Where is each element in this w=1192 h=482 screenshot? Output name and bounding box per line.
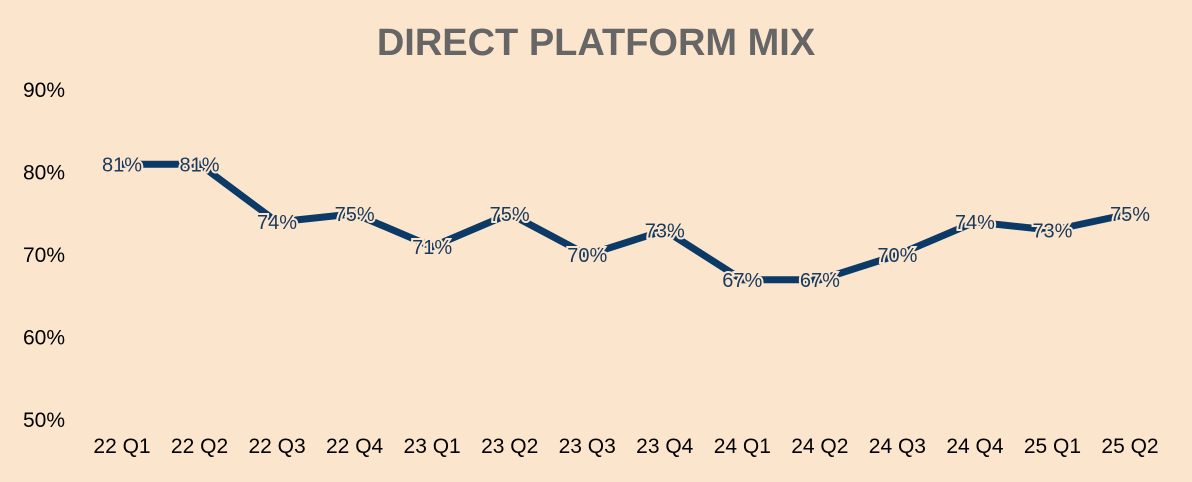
x-tick-label: 22 Q2 <box>171 435 228 458</box>
data-point <box>971 218 979 226</box>
data-label: 73% <box>645 220 685 242</box>
chart-title: DIRECT PLATFORM MIX <box>377 22 816 64</box>
data-label: 74% <box>257 212 297 234</box>
x-tick-label: 22 Q1 <box>93 435 150 458</box>
y-tick-label: 50% <box>23 409 65 432</box>
data-point <box>118 160 126 168</box>
y-tick-label: 90% <box>23 79 65 102</box>
y-tick-label: 60% <box>23 327 65 350</box>
data-point <box>428 243 436 251</box>
data-point <box>583 251 591 259</box>
series-line <box>122 160 1131 284</box>
x-tick-label: 22 Q3 <box>248 435 305 458</box>
y-tick-label: 80% <box>23 162 65 185</box>
data-point <box>1048 226 1056 234</box>
x-tick-label: 23 Q1 <box>404 435 461 458</box>
data-label: 70% <box>877 245 917 267</box>
data-point <box>351 210 359 218</box>
x-tick-label: 22 Q4 <box>326 435 384 458</box>
x-axis: 22 Q1 22 Q2 22 Q3 22 Q4 23 Q1 23 Q2 23 Q3 23 Q4… <box>93 435 1158 458</box>
data-label: 70% <box>567 245 607 267</box>
data-label: 81% <box>102 154 142 176</box>
data-label: 71% <box>412 237 452 259</box>
data-label: 75% <box>335 204 375 226</box>
x-tick-label: 24 Q3 <box>869 435 926 458</box>
x-tick-label: 23 Q4 <box>636 435 694 458</box>
data-point <box>816 276 824 284</box>
data-labels: 81% 81% 74% 75% 71% 75% 70% 73% 67% 67% 70% 74% 73% 7… <box>100 152 1152 294</box>
data-point <box>196 160 204 168</box>
x-tick-label: 24 Q1 <box>714 435 771 458</box>
data-label: 75% <box>1110 204 1150 226</box>
data-label: 74% <box>955 212 995 234</box>
data-label: 81% <box>180 154 220 176</box>
data-point <box>273 218 281 226</box>
data-label: 67% <box>722 270 762 292</box>
data-point <box>1126 210 1134 218</box>
x-tick-label: 25 Q2 <box>1101 435 1158 458</box>
x-tick-label: 24 Q4 <box>946 435 1004 458</box>
data-label: 75% <box>490 204 530 226</box>
data-point <box>738 276 746 284</box>
data-point <box>661 226 669 234</box>
data-label: 67% <box>800 270 840 292</box>
y-axis: 50% 60% 70% 80% 90% <box>23 79 65 432</box>
x-tick-label: 25 Q1 <box>1024 435 1081 458</box>
y-tick-label: 70% <box>23 244 65 267</box>
series-layer <box>118 160 1134 284</box>
x-tick-label: 23 Q2 <box>481 435 538 458</box>
x-tick-label: 24 Q2 <box>791 435 848 458</box>
data-point <box>506 210 514 218</box>
data-label: 73% <box>1032 220 1072 242</box>
x-tick-label: 23 Q3 <box>559 435 616 458</box>
data-point <box>893 251 901 259</box>
